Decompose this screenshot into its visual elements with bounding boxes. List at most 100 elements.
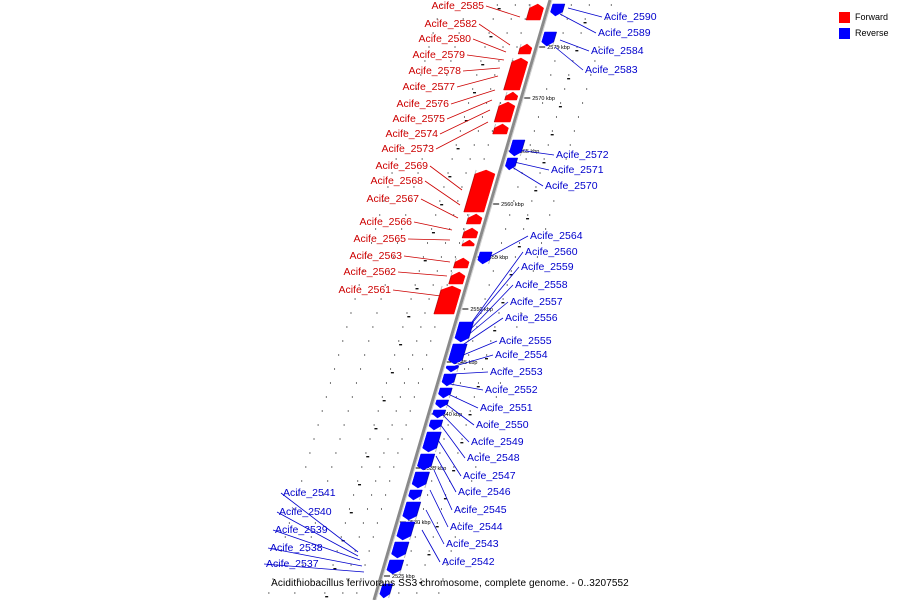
gene-feature[interactable] (461, 227, 479, 239)
track-dot (385, 382, 387, 384)
gene-label[interactable]: Acife_2546 (458, 486, 511, 498)
track-dash (542, 162, 546, 164)
gene-feature[interactable] (435, 399, 450, 409)
gene-label[interactable]: Acife_2568 (370, 175, 423, 187)
gene-feature[interactable] (477, 251, 493, 265)
legend-item-reverse[interactable]: Reverse (839, 25, 889, 41)
gene-feature[interactable] (428, 419, 444, 431)
track-dot (340, 536, 342, 538)
gene-feature[interactable] (445, 365, 459, 373)
gene-label[interactable]: Acife_2556 (505, 312, 558, 324)
gene-label[interactable]: Acife_2539 (275, 524, 328, 536)
gene-feature[interactable] (463, 169, 496, 213)
gene-label[interactable]: Acife_2549 (471, 436, 524, 448)
gene-feature[interactable] (461, 239, 475, 247)
gene-feature[interactable] (417, 453, 436, 471)
gene-label[interactable]: Acife_2552 (485, 384, 538, 396)
gene-label[interactable]: Acife_2577 (402, 81, 455, 93)
gene-label[interactable]: Acife_2566 (359, 216, 412, 228)
gene-feature[interactable] (465, 213, 483, 225)
gene-feature[interactable] (433, 285, 462, 315)
gene-label[interactable]: Acife_2583 (585, 64, 638, 76)
gene-label[interactable]: Acife_2544 (450, 521, 503, 533)
gene-label[interactable]: Acife_2564 (530, 230, 583, 242)
gene-feature[interactable] (411, 471, 430, 489)
gene-label[interactable]: Acife_2575 (392, 113, 445, 125)
gene-label[interactable]: Acife_2559 (521, 261, 574, 273)
gene-feature[interactable] (493, 101, 516, 123)
gene-label[interactable]: Acife_2543 (446, 538, 499, 550)
gene-feature[interactable] (453, 257, 470, 269)
gene-label[interactable]: Acife_2555 (499, 335, 552, 347)
gene-label[interactable]: Acife_2542 (442, 556, 495, 568)
gene-label[interactable]: Acife_2557 (510, 296, 563, 308)
legend-item-forward[interactable]: Forward (839, 9, 889, 25)
track-dash (558, 106, 562, 108)
gene-feature[interactable] (396, 521, 416, 541)
gene-label[interactable]: Acife_2558 (515, 279, 568, 291)
gene-feature[interactable] (379, 583, 394, 599)
gene-feature[interactable] (386, 559, 405, 575)
gene-label[interactable]: Acife_2537 (266, 558, 319, 570)
gene-label[interactable]: Acife_2551 (480, 402, 533, 414)
gene-feature[interactable] (438, 387, 453, 399)
gene-label[interactable]: Acife_2567 (366, 193, 419, 205)
track-dot (459, 130, 461, 132)
track-dot (318, 508, 320, 510)
gene-label[interactable]: Acife_2573 (381, 143, 434, 155)
gene-feature[interactable] (454, 321, 474, 343)
gene-feature[interactable] (422, 431, 442, 453)
gene-label[interactable]: Acife_2563 (349, 250, 402, 262)
gene-label[interactable]: Acife_2589 (598, 27, 651, 39)
gene-label[interactable]: Acife_2572 (556, 149, 609, 161)
gene-feature[interactable] (492, 123, 509, 135)
gene-feature[interactable] (408, 489, 423, 501)
gene-label[interactable]: Acife_2538 (270, 542, 323, 554)
track-dot (492, 270, 494, 272)
gene-label[interactable]: Acife_2548 (467, 452, 520, 464)
gene-feature[interactable] (448, 271, 466, 285)
gene-label[interactable]: Acife_2576 (396, 98, 449, 110)
gene-feature[interactable] (448, 343, 468, 365)
gene-feature[interactable] (391, 541, 410, 559)
gene-label[interactable]: Acife_2541 (283, 487, 336, 499)
gene-feature[interactable] (504, 91, 519, 101)
gene-feature[interactable] (541, 31, 557, 47)
gene-feature[interactable] (525, 3, 544, 21)
gene-feature[interactable] (550, 3, 566, 17)
gene-label[interactable]: Acife_2584 (591, 45, 644, 57)
track-dot (342, 340, 344, 342)
gene-feature[interactable] (509, 139, 526, 157)
gene-feature[interactable] (441, 373, 457, 387)
gene-label[interactable]: Acife_2578 (408, 65, 461, 77)
gene-label[interactable]: Acife_2565 (353, 233, 406, 245)
gene-label[interactable]: Acife_2570 (545, 180, 598, 192)
gene-feature[interactable] (432, 409, 447, 419)
gene-label[interactable]: Acife_2562 (343, 266, 396, 278)
gene-label[interactable]: Acife_2569 (375, 160, 428, 172)
gene-feature[interactable] (402, 501, 422, 521)
gene-label[interactable]: Acife_2580 (418, 33, 471, 45)
gene-label[interactable]: Acife_2550 (476, 419, 529, 431)
gene-label[interactable]: Acife_2582 (424, 18, 477, 30)
gene-label[interactable]: Acife_2553 (490, 366, 543, 378)
track-dash (448, 176, 452, 178)
leader-line (559, 13, 597, 34)
gene-label[interactable]: Acife_2540 (279, 506, 332, 518)
gene-label[interactable]: Acife_2547 (463, 470, 516, 482)
gene-label[interactable]: Acife_2579 (412, 49, 465, 61)
gene-feature[interactable] (503, 57, 529, 91)
gene-label[interactable]: Acife_2554 (495, 349, 548, 361)
gene-label[interactable]: Acife_2585 (431, 0, 484, 12)
track-dot (484, 46, 486, 48)
gene-label[interactable]: Acife_2561 (338, 284, 391, 296)
track-dot (565, 158, 567, 160)
gene-label[interactable]: Acife_2560 (525, 246, 578, 258)
gene-feature[interactable] (505, 157, 518, 171)
gene-label[interactable]: Acife_2545 (454, 504, 507, 516)
gene-label[interactable]: Acife_2571 (551, 164, 604, 176)
gene-label[interactable]: Acife_2574 (385, 128, 438, 140)
gene-label[interactable]: Acife_2590 (604, 11, 657, 23)
gene-feature[interactable] (517, 43, 533, 55)
